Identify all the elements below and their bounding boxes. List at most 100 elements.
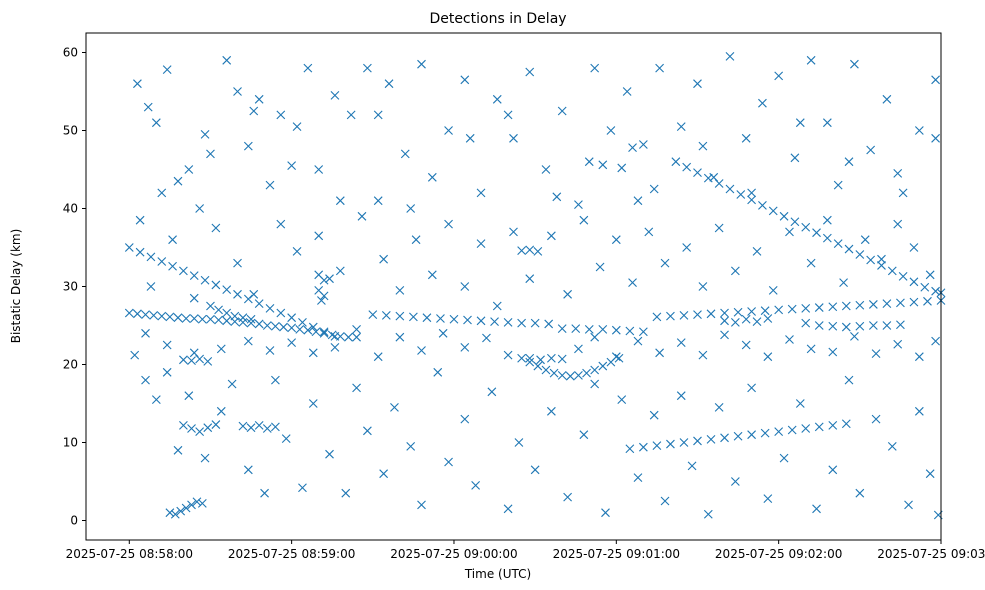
data-point: [747, 307, 756, 316]
data-point: [363, 63, 372, 73]
data-point: [871, 349, 881, 358]
y-tick-label: 10: [63, 436, 78, 450]
data-point: [914, 126, 924, 135]
y-axis-label: Bistatic Delay (km): [9, 229, 23, 344]
data-point: [157, 188, 167, 198]
data-point: [541, 365, 551, 375]
data-point: [179, 355, 188, 365]
data-point: [638, 327, 648, 337]
data-point: [828, 302, 838, 312]
data-point: [833, 239, 843, 248]
data-point: [698, 350, 708, 360]
data-point: [184, 165, 194, 174]
data-point: [671, 157, 681, 167]
data-point: [931, 336, 940, 346]
data-point: [170, 509, 180, 519]
data-point: [325, 449, 334, 459]
data-point: [265, 346, 275, 355]
x-tick-label: 2025-07-25 08:59:00: [228, 547, 355, 561]
data-point: [666, 439, 675, 449]
data-point: [460, 414, 470, 424]
data-point: [633, 196, 643, 206]
data-point: [265, 303, 275, 313]
data-point: [546, 406, 556, 416]
data-point: [200, 453, 210, 463]
data-point: [227, 379, 237, 389]
data-point: [574, 344, 583, 354]
data-point: [633, 336, 643, 346]
data-point: [181, 314, 191, 323]
data-point: [752, 317, 762, 326]
data-point: [549, 368, 559, 378]
data-point: [314, 165, 324, 174]
data-point: [801, 424, 811, 433]
data-point: [124, 308, 134, 318]
data-point: [390, 403, 399, 412]
data-point: [720, 316, 729, 326]
data-point: [254, 319, 264, 329]
data-point: [471, 481, 481, 490]
data-point: [130, 350, 140, 360]
data-point: [303, 63, 313, 73]
data-point: [243, 465, 253, 475]
data-point: [533, 361, 543, 371]
data-point: [758, 98, 767, 108]
data-point: [287, 313, 297, 323]
data-point: [298, 317, 307, 327]
data-point: [768, 286, 778, 295]
data-point: [133, 79, 142, 89]
data-point: [357, 211, 367, 221]
data-point: [135, 247, 145, 257]
data-point: [233, 87, 242, 96]
data-point: [774, 427, 784, 436]
data-point: [146, 282, 156, 291]
data-point: [574, 200, 583, 209]
data-point: [752, 247, 762, 256]
data-point: [173, 313, 183, 323]
data-point: [162, 65, 172, 75]
data-point: [363, 426, 372, 436]
data-point: [579, 430, 589, 440]
data-point: [828, 347, 838, 357]
data-point: [509, 227, 518, 237]
data-point: [151, 118, 161, 128]
data-point: [693, 168, 702, 178]
data-point: [698, 141, 708, 151]
data-point: [790, 217, 800, 227]
data-point: [308, 348, 318, 358]
data-point: [633, 473, 643, 482]
data-point: [308, 399, 318, 408]
data-point: [395, 286, 405, 295]
data-point: [914, 406, 924, 416]
data-point: [325, 274, 334, 284]
data-point: [314, 231, 324, 241]
data-point: [893, 339, 903, 349]
data-point: [292, 122, 302, 131]
data-point: [409, 312, 418, 322]
data-point: [503, 350, 513, 360]
data-point: [317, 296, 326, 305]
data-point: [189, 271, 199, 280]
data-point: [124, 243, 134, 252]
data-point: [203, 423, 213, 433]
data-point: [238, 421, 248, 431]
data-point: [679, 438, 689, 447]
data-point: [698, 282, 708, 291]
data-point: [319, 327, 329, 337]
data-point: [444, 219, 453, 229]
data-point: [541, 165, 551, 174]
data-point: [298, 483, 307, 493]
data-point: [720, 308, 729, 318]
data-point: [287, 161, 297, 170]
data-point: [463, 315, 472, 325]
data-point: [747, 383, 756, 393]
data-point: [709, 172, 719, 182]
data-point: [406, 442, 416, 451]
data-point: [844, 157, 854, 167]
data-point: [812, 228, 821, 238]
data-point: [246, 423, 256, 433]
data-point: [492, 301, 502, 311]
data-point: [379, 469, 389, 479]
data-point: [882, 321, 892, 330]
data-point: [909, 277, 919, 287]
